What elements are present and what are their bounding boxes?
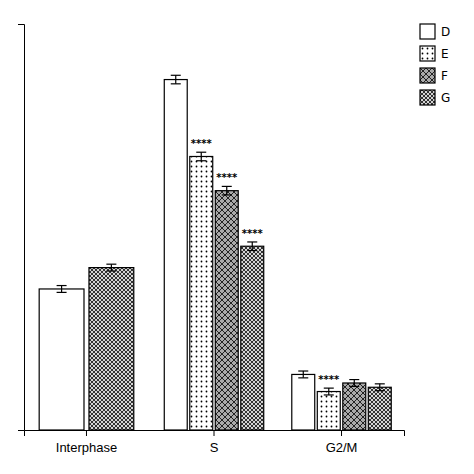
legend-swatch (420, 46, 435, 61)
x-tick: G2/M (326, 430, 358, 455)
bar (368, 387, 391, 430)
error-cap (57, 292, 67, 293)
significance: **** (318, 374, 340, 385)
error-bar (298, 371, 308, 378)
error-cap (324, 394, 334, 395)
error-bar (57, 286, 67, 293)
legend-item: F (420, 68, 448, 83)
error-cap (106, 270, 116, 271)
error-cap (171, 83, 181, 84)
error-cap (375, 383, 385, 384)
error-bar (349, 380, 359, 387)
bar (39, 289, 84, 430)
error-line (226, 186, 227, 195)
error-line (111, 264, 112, 271)
chart: Interphase S G2/M **** **** **** **** DEFG (0, 0, 474, 474)
error-bar (106, 264, 116, 271)
error-cap (171, 75, 181, 76)
plot: Interphase S G2/M **** **** **** **** (18, 25, 405, 456)
bar (241, 246, 264, 430)
error-cap (375, 390, 385, 391)
error-bar (324, 388, 334, 395)
error-line (61, 286, 62, 293)
error-cap (106, 264, 116, 265)
x-tick-label: S (210, 440, 219, 455)
x-tick-mark (341, 430, 342, 436)
error-cap (298, 377, 308, 378)
annotations: **** **** **** **** (191, 138, 340, 385)
legend-swatch (420, 90, 435, 105)
error-bar (375, 384, 385, 391)
error-line (328, 388, 329, 395)
legend-swatch (420, 24, 435, 39)
significance: **** (242, 228, 264, 239)
error-cap (222, 194, 232, 195)
legend-label: E (441, 47, 449, 61)
error-bar (171, 75, 181, 84)
bar (89, 268, 134, 430)
error-line (175, 75, 176, 84)
error-line (379, 384, 380, 391)
legend-label: G (441, 91, 450, 105)
bar (343, 383, 366, 430)
y-axis (18, 25, 25, 431)
error-bar (196, 152, 206, 161)
error-cap (349, 386, 359, 387)
legend-label: F (441, 69, 448, 83)
legend: DEFG (420, 24, 450, 105)
error-cap (222, 186, 232, 187)
error-cap (349, 379, 359, 380)
x-tick-label: G2/M (326, 440, 358, 455)
legend-label: D (441, 25, 450, 39)
x-tick-label: Interphase (56, 440, 117, 455)
bars (39, 75, 391, 430)
legend-item: G (420, 90, 450, 105)
bar (190, 156, 213, 430)
error-cap (57, 285, 67, 286)
x-tick: Interphase (56, 430, 117, 455)
error-line (354, 380, 355, 387)
error-cap (324, 388, 334, 389)
error-cap (247, 241, 257, 242)
error-line (201, 152, 202, 161)
error-bar (247, 242, 257, 251)
bar (164, 80, 187, 430)
legend-item: E (420, 46, 449, 61)
x-axis-line (25, 431, 405, 437)
significance: **** (216, 172, 238, 183)
significance: **** (191, 138, 213, 149)
error-bar (222, 186, 232, 195)
legend-item: D (420, 24, 450, 39)
bar (292, 374, 315, 430)
error-line (303, 371, 304, 378)
x-tick-mark (214, 430, 215, 436)
error-cap (247, 250, 257, 251)
error-line (252, 242, 253, 251)
x-tick-mark (86, 430, 87, 436)
bar (215, 191, 238, 430)
y-axis-line (18, 25, 25, 431)
error-cap (298, 370, 308, 371)
error-cap (196, 152, 206, 153)
legend-swatch (420, 68, 435, 83)
error-cap (196, 160, 206, 161)
bar (317, 392, 340, 430)
x-tick: S (210, 430, 219, 455)
x-axis: Interphase S G2/M (25, 430, 405, 455)
